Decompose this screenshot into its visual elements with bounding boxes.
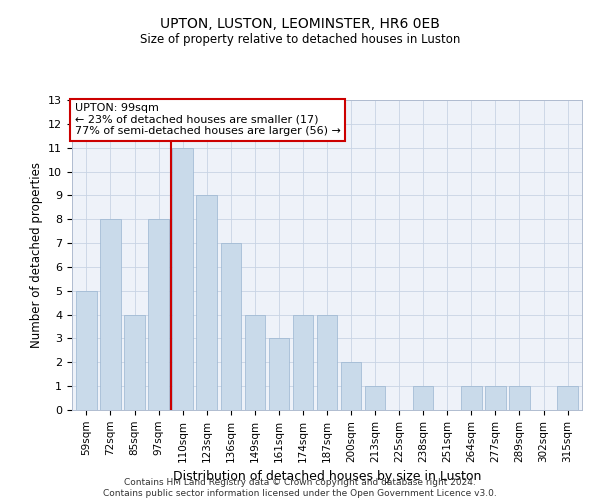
Bar xyxy=(317,314,337,410)
Text: UPTON, LUSTON, LEOMINSTER, HR6 0EB: UPTON, LUSTON, LEOMINSTER, HR6 0EB xyxy=(160,18,440,32)
Bar xyxy=(413,386,433,410)
Bar xyxy=(245,314,265,410)
Bar xyxy=(269,338,289,410)
Text: Contains HM Land Registry data © Crown copyright and database right 2024.
Contai: Contains HM Land Registry data © Crown c… xyxy=(103,478,497,498)
Bar xyxy=(509,386,530,410)
Bar xyxy=(365,386,385,410)
Y-axis label: Number of detached properties: Number of detached properties xyxy=(29,162,43,348)
Bar xyxy=(148,219,169,410)
Bar xyxy=(485,386,506,410)
Bar xyxy=(341,362,361,410)
Text: Size of property relative to detached houses in Luston: Size of property relative to detached ho… xyxy=(140,32,460,46)
Text: UPTON: 99sqm
← 23% of detached houses are smaller (17)
77% of semi-detached hous: UPTON: 99sqm ← 23% of detached houses ar… xyxy=(74,103,340,136)
Bar xyxy=(100,219,121,410)
Bar xyxy=(76,291,97,410)
Bar xyxy=(124,314,145,410)
Bar xyxy=(196,196,217,410)
Bar xyxy=(461,386,482,410)
Bar xyxy=(172,148,193,410)
X-axis label: Distribution of detached houses by size in Luston: Distribution of detached houses by size … xyxy=(173,470,481,483)
Bar xyxy=(221,243,241,410)
Bar xyxy=(557,386,578,410)
Bar xyxy=(293,314,313,410)
